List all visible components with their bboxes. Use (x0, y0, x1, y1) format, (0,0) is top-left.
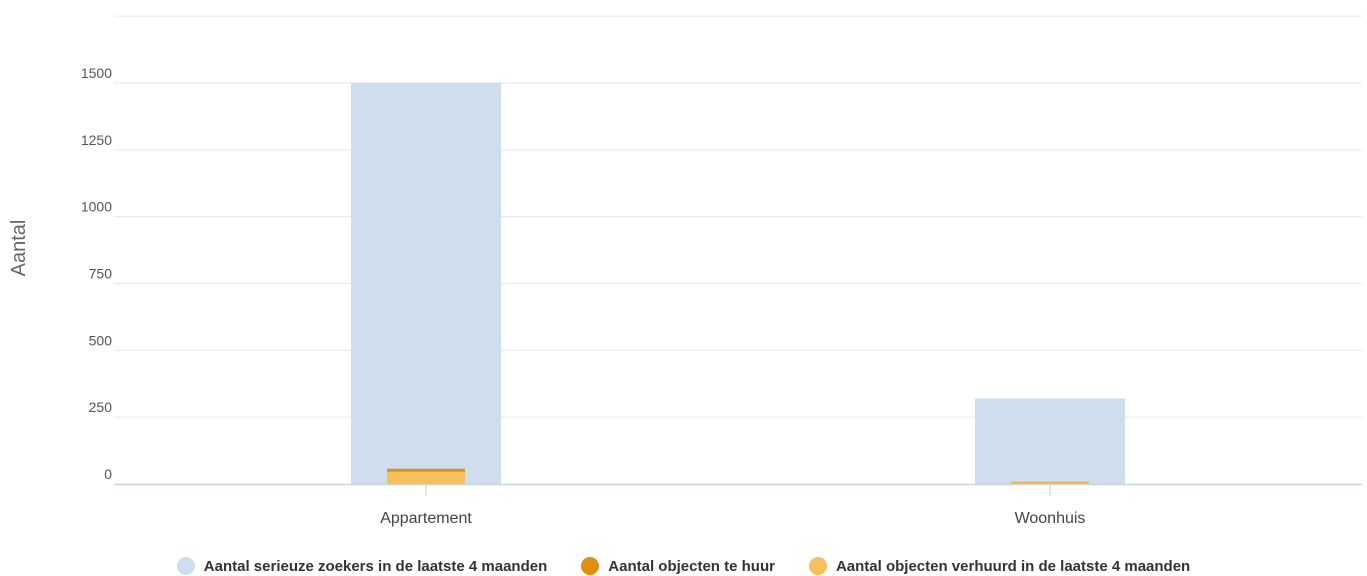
bar-appartement-objecten-verhuurd (387, 471, 465, 484)
y-tick-label: 750 (89, 266, 113, 282)
x-tick-label: Appartement (380, 510, 472, 527)
legend-item-objecten-verhuurd[interactable]: Aantal objecten verhuurd in de laatste 4… (808, 557, 1191, 575)
y-tick-label: 1250 (81, 132, 112, 148)
legend-item-serieuze-zoekers[interactable]: Aantal serieuze zoekers in de laatste 4 … (176, 557, 548, 575)
y-tick-label: 0 (104, 466, 112, 482)
bar-woonhuis-objecten-verhuurd (1011, 482, 1089, 484)
bar-appartement-serieuze-zoekers (351, 83, 501, 484)
legend-item-objecten-te-huur[interactable]: Aantal objecten te huur (581, 557, 775, 575)
legend-label-objecten-te-huur: Aantal objecten te huur (608, 557, 775, 575)
legend-swatch-objecten-te-huur (581, 557, 600, 575)
gridlines (114, 15, 1362, 418)
bar-chart: 0 250 500 750 1000 1250 1500 Aantal Appartemen… (8, 15, 1362, 527)
legend-swatch-objecten-verhuurd (808, 557, 827, 575)
legend-label-objecten-verhuurd: Aantal objecten verhuurd in de laatste 4… (835, 557, 1191, 575)
y-tick-label: 1000 (81, 199, 112, 215)
legend: Aantal serieuze zoekers in de laatste 4 … (0, 556, 1367, 576)
bars (351, 83, 1125, 484)
x-tick-label: Woonhuis (1015, 510, 1086, 527)
bar-woonhuis-serieuze-zoekers (975, 398, 1125, 484)
y-axis-ticks: 0 250 500 750 1000 1250 1500 (81, 65, 112, 482)
y-tick-label: 250 (89, 399, 113, 415)
y-tick-label: 1500 (81, 65, 112, 81)
y-axis-title: Aantal (8, 220, 30, 277)
legend-swatch-serieuze-zoekers (176, 557, 195, 575)
legend-label-serieuze-zoekers: Aantal serieuze zoekers in de laatste 4 … (203, 557, 548, 575)
y-tick-label: 500 (89, 332, 113, 348)
x-axis-ticks: Appartement Woonhuis (380, 484, 1085, 527)
